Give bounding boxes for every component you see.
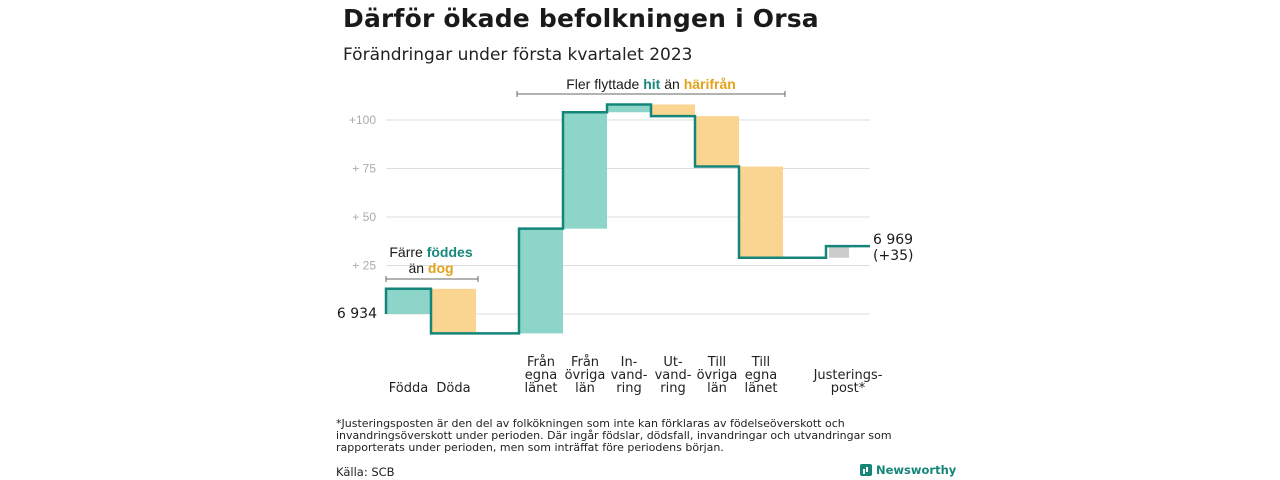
chart-title: Därför ökade befolkningen i Orsa (343, 4, 819, 33)
brand-logo: Newsworthy (860, 463, 956, 477)
y-tick-label: + 75 (352, 162, 376, 176)
bar-step (607, 104, 651, 113)
bar-step (695, 116, 739, 167)
x-category-label: Ut-vand-ring (655, 355, 692, 396)
x-category-label: Till egna länet (745, 355, 778, 396)
y-tick-label: + 25 (352, 259, 376, 273)
chart-subtitle: Förändringar under första kvartalet 2023 (343, 45, 693, 65)
end-change-label: (+35) (873, 248, 913, 264)
x-category-label: Från övriga län (565, 355, 606, 396)
annotation-group1-line2: än dog (408, 260, 453, 276)
x-category-label: Döda (436, 381, 470, 396)
source-label: Källa: SCB (336, 465, 395, 479)
bar-step (563, 112, 607, 229)
x-category-label: In-vand-ring (611, 355, 648, 396)
bar-step (519, 228, 563, 334)
x-category-label: Justerings-post* (813, 368, 883, 396)
bar-step (829, 246, 849, 258)
annotation-group2: Fler flyttade hit än härifrån (566, 76, 736, 92)
start-value-label: 6 934 (337, 306, 377, 322)
bar-step (739, 166, 783, 258)
bar-step (386, 288, 431, 314)
end-value-label: 6 969 (873, 232, 913, 248)
footnote: *Justeringsposten är den del av folkökni… (336, 417, 892, 454)
bar-step (431, 288, 476, 334)
newsworthy-icon (860, 464, 872, 476)
x-category-label: Födda (389, 381, 428, 396)
annotation-group1-line1: Färre föddes (389, 244, 472, 260)
x-category-label: Från egna länet (525, 355, 558, 396)
x-category-label: Till övriga län (697, 355, 738, 396)
cumulative-step-line (384, 103, 870, 335)
y-tick-label: +100 (349, 113, 376, 127)
y-tick-label: + 50 (352, 210, 376, 224)
bar-step (651, 104, 695, 117)
brand-label: Newsworthy (876, 463, 957, 477)
